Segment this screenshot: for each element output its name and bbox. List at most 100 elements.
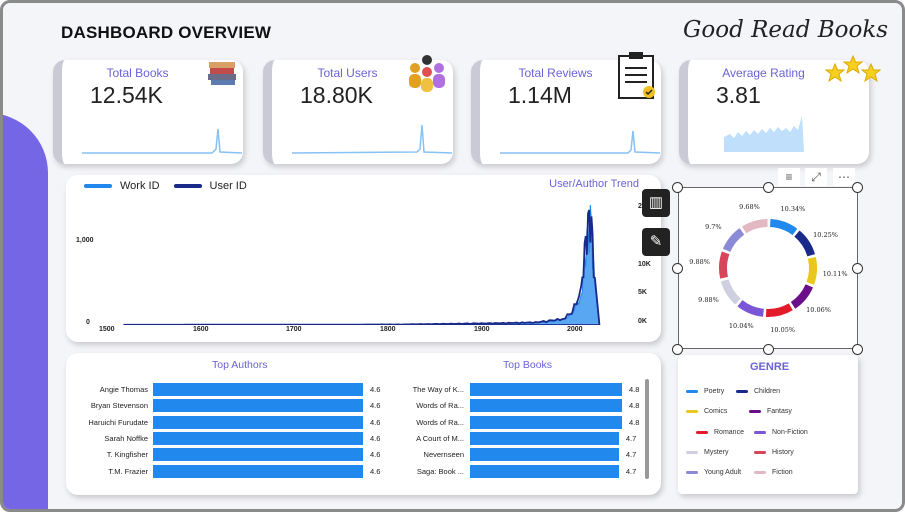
bar-mark[interactable] (470, 415, 622, 429)
donut-slice-fantasy[interactable] (790, 284, 813, 309)
bar-category-label: T.M. Frazier (108, 466, 148, 476)
genre-legend-item[interactable]: Poetry (686, 388, 724, 395)
bar-mark[interactable] (470, 383, 622, 396)
bar-mark[interactable] (153, 399, 363, 413)
legend-label-work-id: Work ID (120, 180, 160, 192)
bar-mark[interactable] (153, 448, 363, 462)
bar-mark[interactable] (153, 431, 363, 445)
genre-donut-visual[interactable]: 10.34% 10.25% 10.11% 10.06% 10.05% 10.04% 9.88… (678, 187, 858, 349)
genre-legend-item[interactable]: Comics (686, 408, 727, 415)
trend-legend: Work ID User ID (84, 180, 247, 192)
genre-legend-item[interactable]: Fiction (754, 469, 793, 476)
donut-slice-history[interactable] (719, 251, 730, 279)
kpi-sparkline (500, 130, 660, 154)
bar-row[interactable]: T.M. Frazier 4.6 (66, 464, 661, 479)
bar-value-label: 4.8 (629, 417, 640, 427)
genre-legend-item[interactable]: Romance (696, 429, 744, 436)
genre-legend-item[interactable]: History (754, 449, 794, 456)
legend-swatch-user-id (173, 184, 202, 188)
kpi-card-total-books[interactable]: Total Books 12.54K (53, 60, 243, 164)
resize-handle[interactable] (763, 344, 774, 355)
bar-row[interactable]: Angie Thomas 4.6 (66, 383, 661, 397)
side-decoration (3, 113, 48, 509)
donut-data-label: 10.04% (728, 321, 754, 330)
bar-value-label: 4.8 (629, 401, 640, 411)
filter-icon[interactable]: ≡ (778, 168, 800, 186)
bar-row[interactable]: T. Kingfisher 4.6 (66, 448, 661, 462)
donut-slice-mystery[interactable] (720, 279, 741, 305)
trend-series-user-id[interactable] (123, 209, 601, 325)
resize-handle[interactable] (672, 344, 683, 355)
bar-row[interactable]: Sarah Noffke 4.6 (66, 431, 661, 446)
genre-donut (719, 219, 817, 317)
bar-value-label: 4.7 (625, 433, 637, 443)
top-books-title: Top Books (503, 359, 553, 371)
bar-value-label: 4.7 (625, 466, 637, 476)
bar-mark[interactable] (470, 431, 619, 445)
kpi-card-average-rating[interactable]: Average Rating 3.81 (679, 54, 882, 164)
kpi-label: Total Users (317, 66, 378, 80)
kpi-card-total-users[interactable]: Total Users 18.80K (263, 55, 453, 164)
resize-handle[interactable] (852, 344, 863, 355)
donut-slice-poetry[interactable] (769, 219, 798, 236)
bar-mark[interactable] (153, 415, 363, 429)
stars-icon (824, 54, 882, 91)
donut-slice-young-adult[interactable] (722, 228, 745, 253)
bar-category-label: Words of Ra... (416, 401, 464, 411)
donut-data-label: 10.34% (780, 205, 806, 214)
kpi-sparkline (292, 124, 452, 154)
donut-slice-romance[interactable] (765, 303, 793, 317)
bar-row[interactable]: Words of Ra... 4.8 (66, 415, 661, 430)
y-right-tick: 5K (638, 289, 647, 296)
page-title: DASHBOARD OVERVIEW (61, 23, 272, 42)
bar-row[interactable]: Nevernseen 4.7 (66, 448, 661, 462)
bar-row[interactable]: The Way of K... 4.8 (66, 383, 661, 397)
bar-mark[interactable] (153, 383, 363, 396)
bar-row[interactable]: Saga: Book ... 4.7 (66, 464, 661, 479)
clipboard-icon (617, 52, 657, 109)
donut-slice-children[interactable] (794, 230, 815, 257)
legend-label: Fantasy (767, 408, 792, 415)
brand-logo: Good Read Books (683, 17, 889, 43)
bar-row[interactable]: Words of Ra... 4.8 (66, 399, 661, 413)
trend-series-work-id[interactable] (123, 205, 600, 325)
genre-legend-item[interactable]: Non-Fiction (754, 429, 808, 436)
resize-handle[interactable] (852, 263, 863, 274)
top-lists-card: Top Authors Top Books Angie Thomas 4.6 Bry… (66, 353, 661, 495)
genre-legend-item[interactable]: Mystery (686, 449, 729, 456)
resize-handle[interactable] (763, 182, 774, 193)
bar-mark[interactable] (470, 464, 619, 478)
donut-slice-fiction[interactable] (742, 219, 768, 234)
legend-swatch (686, 451, 698, 454)
resize-handle[interactable] (852, 182, 863, 193)
bar-value-label: 4.6 (370, 450, 381, 460)
donut-slice-comics[interactable] (806, 256, 817, 285)
kpi-value: 1.14M (508, 82, 572, 108)
legend-label: Non-Fiction (772, 429, 808, 436)
donut-slice-non-fiction[interactable] (737, 299, 765, 317)
chart-analyze-icon[interactable]: ▥ (642, 189, 670, 217)
bar-category-label: Nevernseen (423, 450, 464, 460)
resize-handle[interactable] (672, 182, 683, 193)
kpi-sparkline (724, 116, 804, 152)
trend-chart-card[interactable]: Work ID User ID User/Author Trend 1,000 … (66, 175, 661, 342)
bar-row[interactable]: Bryan Stevenson 4.6 (66, 399, 661, 413)
genre-legend-item[interactable]: Young Adult (686, 469, 741, 476)
legend-swatch (696, 431, 708, 434)
resize-handle[interactable] (672, 263, 683, 274)
bar-row[interactable]: Haruichi Furudate 4.6 (66, 415, 661, 430)
scrollbar[interactable] (645, 379, 649, 479)
focus-mode-icon[interactable]: ⤢ (805, 168, 827, 186)
genre-legend-item[interactable]: Children (736, 388, 780, 395)
bar-category-label: Words of Ra... (416, 417, 464, 427)
bar-mark[interactable] (153, 464, 363, 478)
genre-legend-item[interactable]: Fantasy (749, 408, 792, 415)
bar-mark[interactable] (470, 448, 619, 462)
donut-data-label: 9.7% (705, 223, 722, 232)
bar-mark[interactable] (470, 399, 622, 413)
format-brush-icon[interactable]: ✎ (642, 228, 670, 256)
x-tick: 2000 (567, 326, 583, 333)
more-options-icon[interactable]: ⋯ (833, 168, 855, 186)
bar-row[interactable]: A Court of M... 4.7 (66, 431, 661, 446)
kpi-card-total-reviews[interactable]: Total Reviews 1.14M (471, 52, 661, 164)
